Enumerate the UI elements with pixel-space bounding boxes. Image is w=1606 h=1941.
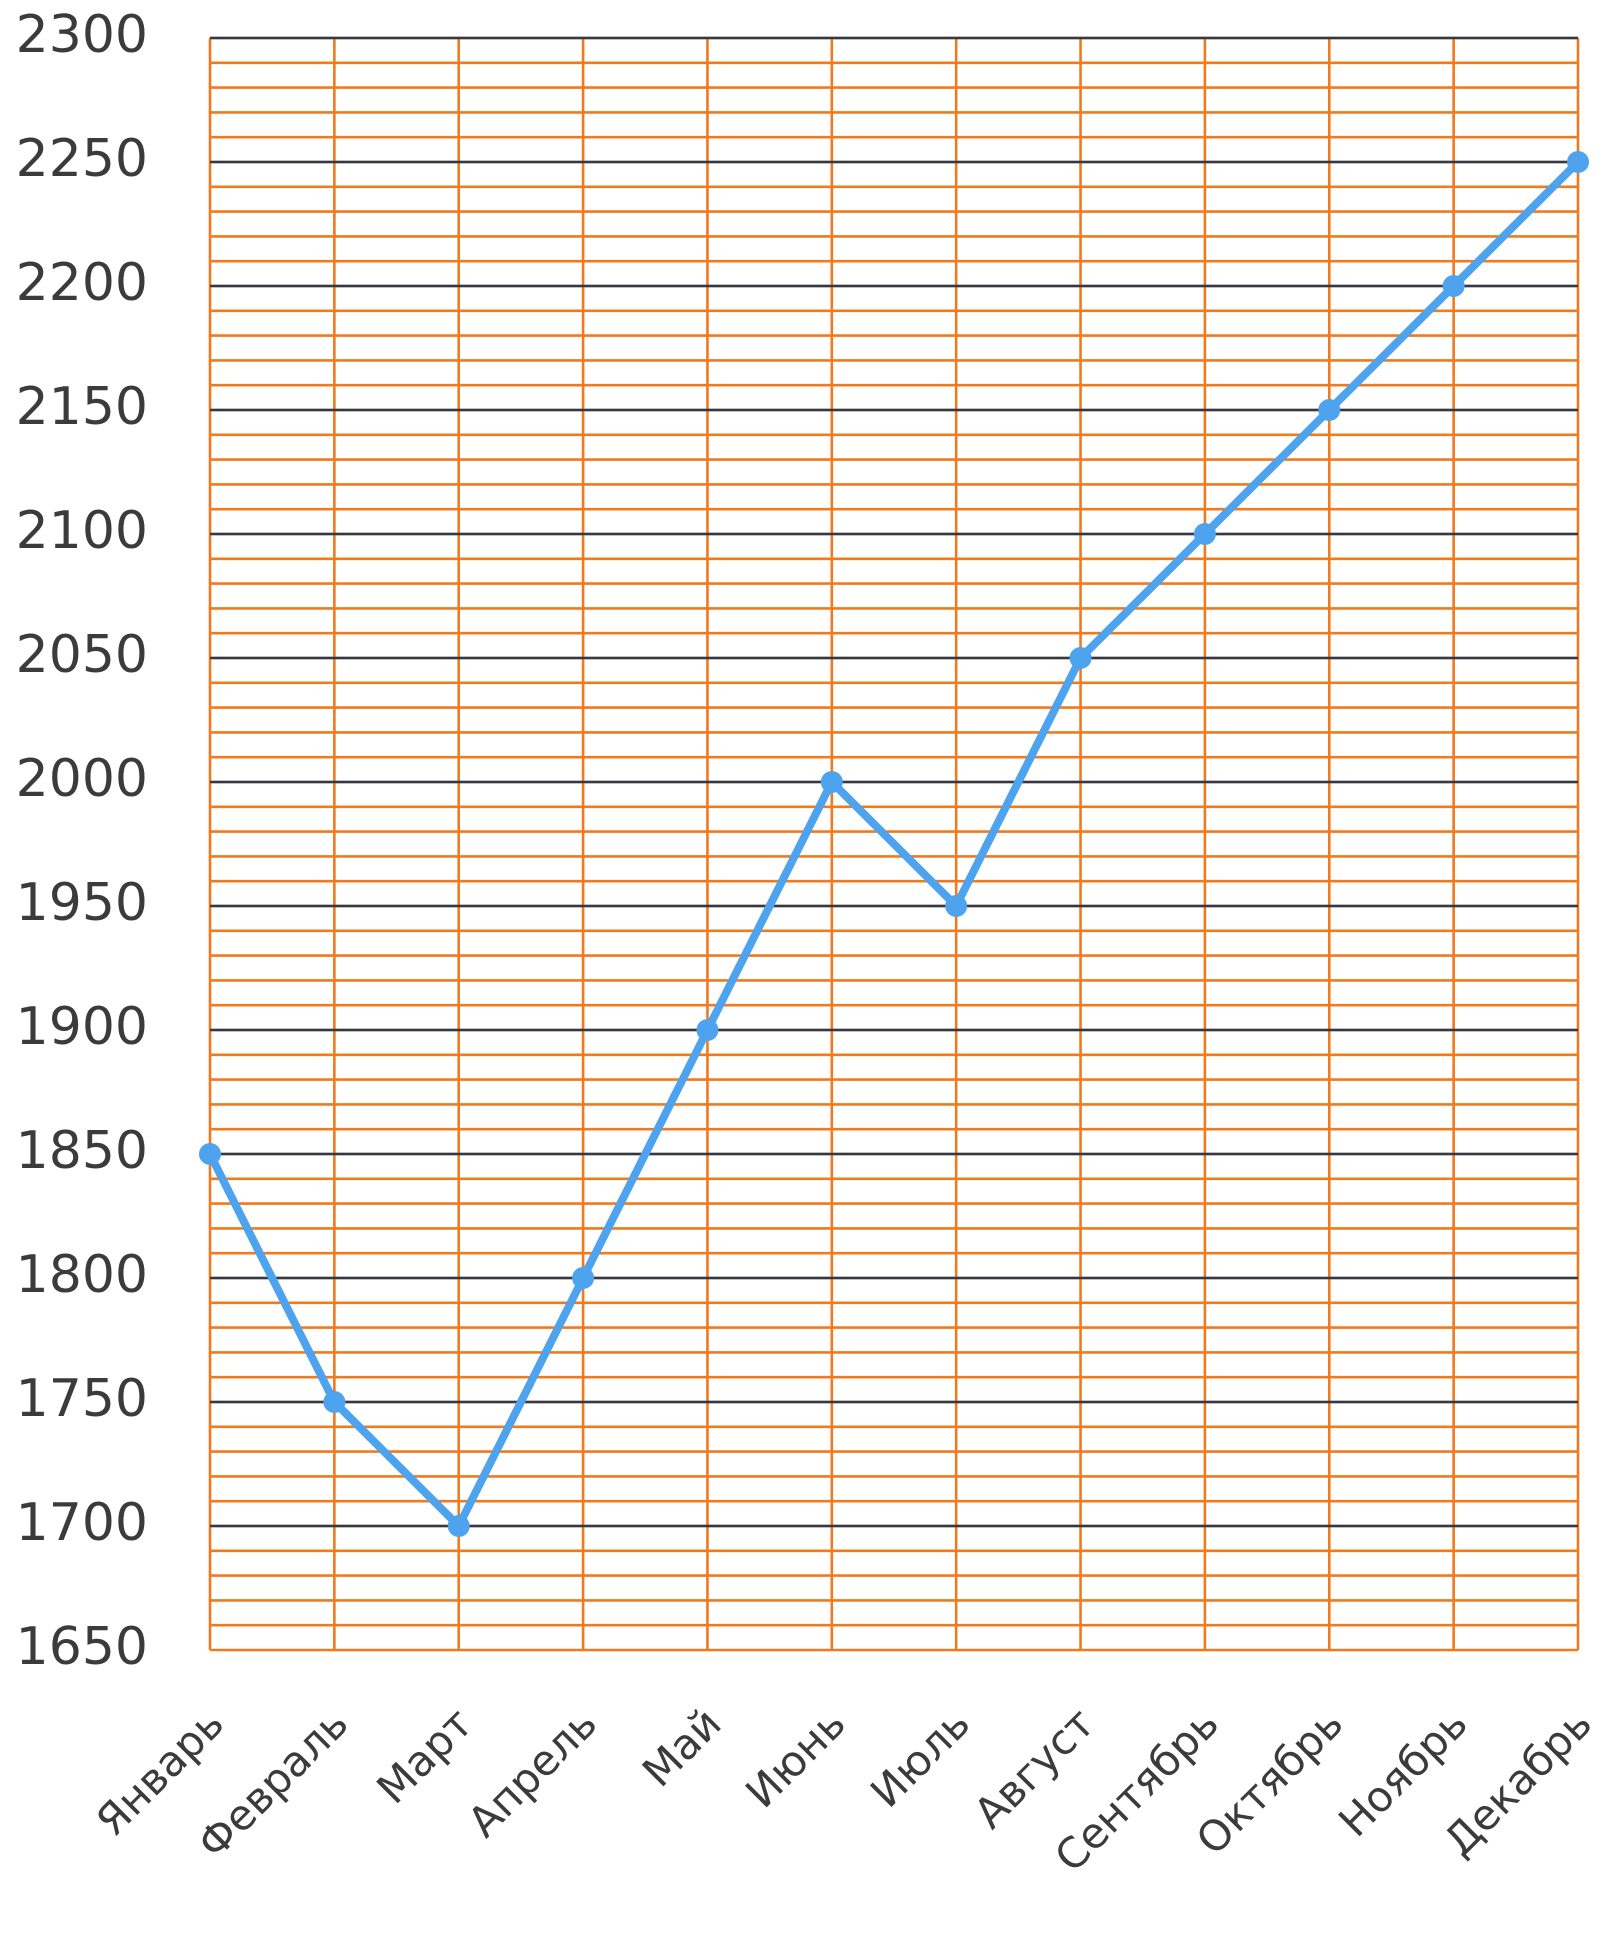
data-point <box>820 771 843 793</box>
y-tick-label: 1850 <box>16 1121 148 1181</box>
y-tick-label: 1750 <box>16 1369 148 1429</box>
series-layer <box>199 151 1589 1537</box>
data-point <box>1567 151 1589 173</box>
x-tick-label: Май <box>633 1699 731 1797</box>
data-point <box>199 1143 221 1165</box>
category-gridlines <box>208 38 1580 1650</box>
data-point <box>1193 523 1216 545</box>
major-gridlines <box>210 36 1578 1528</box>
y-tick-label: 2000 <box>16 749 148 809</box>
data-point <box>572 1267 595 1289</box>
data-point <box>945 895 968 917</box>
y-tick-label: 1900 <box>16 997 148 1057</box>
y-tick-label: 1950 <box>16 873 148 933</box>
data-point <box>1442 275 1465 297</box>
data-point <box>323 1391 346 1413</box>
y-tick-label: 2100 <box>16 501 148 561</box>
y-tick-label: 2150 <box>16 377 148 437</box>
data-point <box>1318 399 1341 421</box>
data-point <box>1069 647 1092 669</box>
y-axis-tick-labels: 1650 1700 1750 1800 1850 1900 1950 2000 2050 2100… <box>16 5 148 1677</box>
y-tick-label: 2250 <box>16 129 148 189</box>
y-tick-label: 2300 <box>16 5 148 65</box>
x-tick-label: Апрель <box>458 1699 606 1847</box>
data-point <box>696 1019 719 1041</box>
x-tick-label: Июль <box>861 1699 979 1817</box>
series-line <box>206 158 1582 1530</box>
y-tick-label: 1800 <box>16 1245 148 1305</box>
x-tick-label: Июнь <box>736 1699 855 1818</box>
y-tick-label: 2050 <box>16 625 148 685</box>
x-tick-label: Март <box>367 1699 482 1814</box>
y-tick-label: 2200 <box>16 253 148 313</box>
data-point <box>447 1515 470 1537</box>
y-tick-label: 1650 <box>16 1617 148 1677</box>
y-tick-label: 1700 <box>16 1493 148 1553</box>
